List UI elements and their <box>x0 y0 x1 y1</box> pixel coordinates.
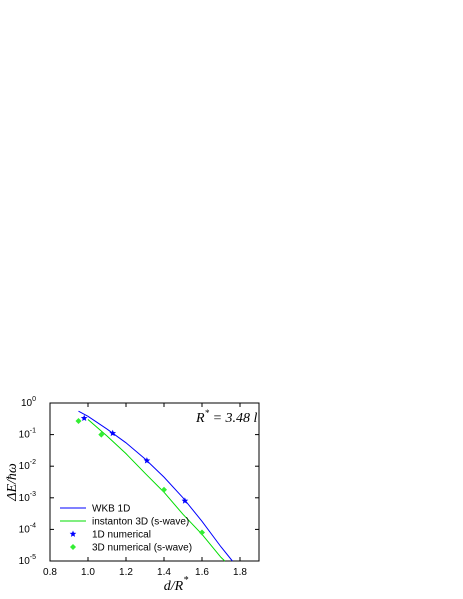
data-point <box>80 414 88 422</box>
series-line <box>78 410 233 562</box>
data-point <box>98 431 105 438</box>
x-label-sup: * <box>183 575 188 586</box>
y-tick-base: 10 <box>19 524 31 535</box>
x-tick-label: 1.4 <box>157 567 171 578</box>
y-tick-base: 10 <box>19 430 31 441</box>
annotation-rest: = 3.48 l <box>209 411 257 426</box>
y-tick-label: 10-5 <box>19 554 36 567</box>
data-point <box>75 417 82 424</box>
x-label: d/R* <box>164 575 188 594</box>
y-tick-label: 10-4 <box>19 522 36 535</box>
y-tick-base: 10 <box>19 461 31 472</box>
y-tick-exp: -5 <box>30 554 36 561</box>
data-point <box>199 529 205 536</box>
legend-label: 3D numerical (s-wave) <box>92 543 192 554</box>
y-tick-base: 10 <box>19 556 31 567</box>
y-label: ΔE/ħω <box>5 463 20 502</box>
x-tick-label: 0.8 <box>43 567 57 578</box>
plot-frame <box>49 402 260 562</box>
x-tick-label: 1.0 <box>81 567 95 578</box>
annotation-sup: * <box>205 408 210 418</box>
data-point <box>161 486 167 493</box>
y-tick-base: 10 <box>19 493 31 504</box>
y-tick-base: 10 <box>21 398 33 409</box>
x-label-text: d/R <box>164 579 184 594</box>
legend-swatch <box>70 544 76 550</box>
legend-label: WKB 1D <box>92 504 130 515</box>
y-tick-exp: -1 <box>30 428 36 435</box>
y-tick-exp: -3 <box>30 491 36 498</box>
annotation: R* = 3.48 l <box>195 408 258 426</box>
legend-label: instanton 3D (s-wave) <box>92 517 189 528</box>
legend-label: 1D numerical <box>92 530 151 541</box>
y-tick-exp: -4 <box>30 522 36 529</box>
x-tick-label: 1.8 <box>233 567 247 578</box>
y-tick-label: 100 <box>21 396 36 409</box>
y-tick-label: 10-3 <box>19 491 36 504</box>
x-tick-label: 1.2 <box>119 567 133 578</box>
data-point <box>143 457 151 464</box>
y-tick-label: 10-2 <box>19 459 36 472</box>
annotation-text: R <box>195 411 205 426</box>
y-tick-label: 10-1 <box>19 428 36 441</box>
data-point <box>181 497 189 504</box>
y-tick-exp: -2 <box>30 459 36 466</box>
data-point <box>109 429 117 437</box>
legend-swatch <box>69 530 77 537</box>
x-tick-label: 1.6 <box>195 567 209 578</box>
y-tick-exp: 0 <box>32 396 36 403</box>
